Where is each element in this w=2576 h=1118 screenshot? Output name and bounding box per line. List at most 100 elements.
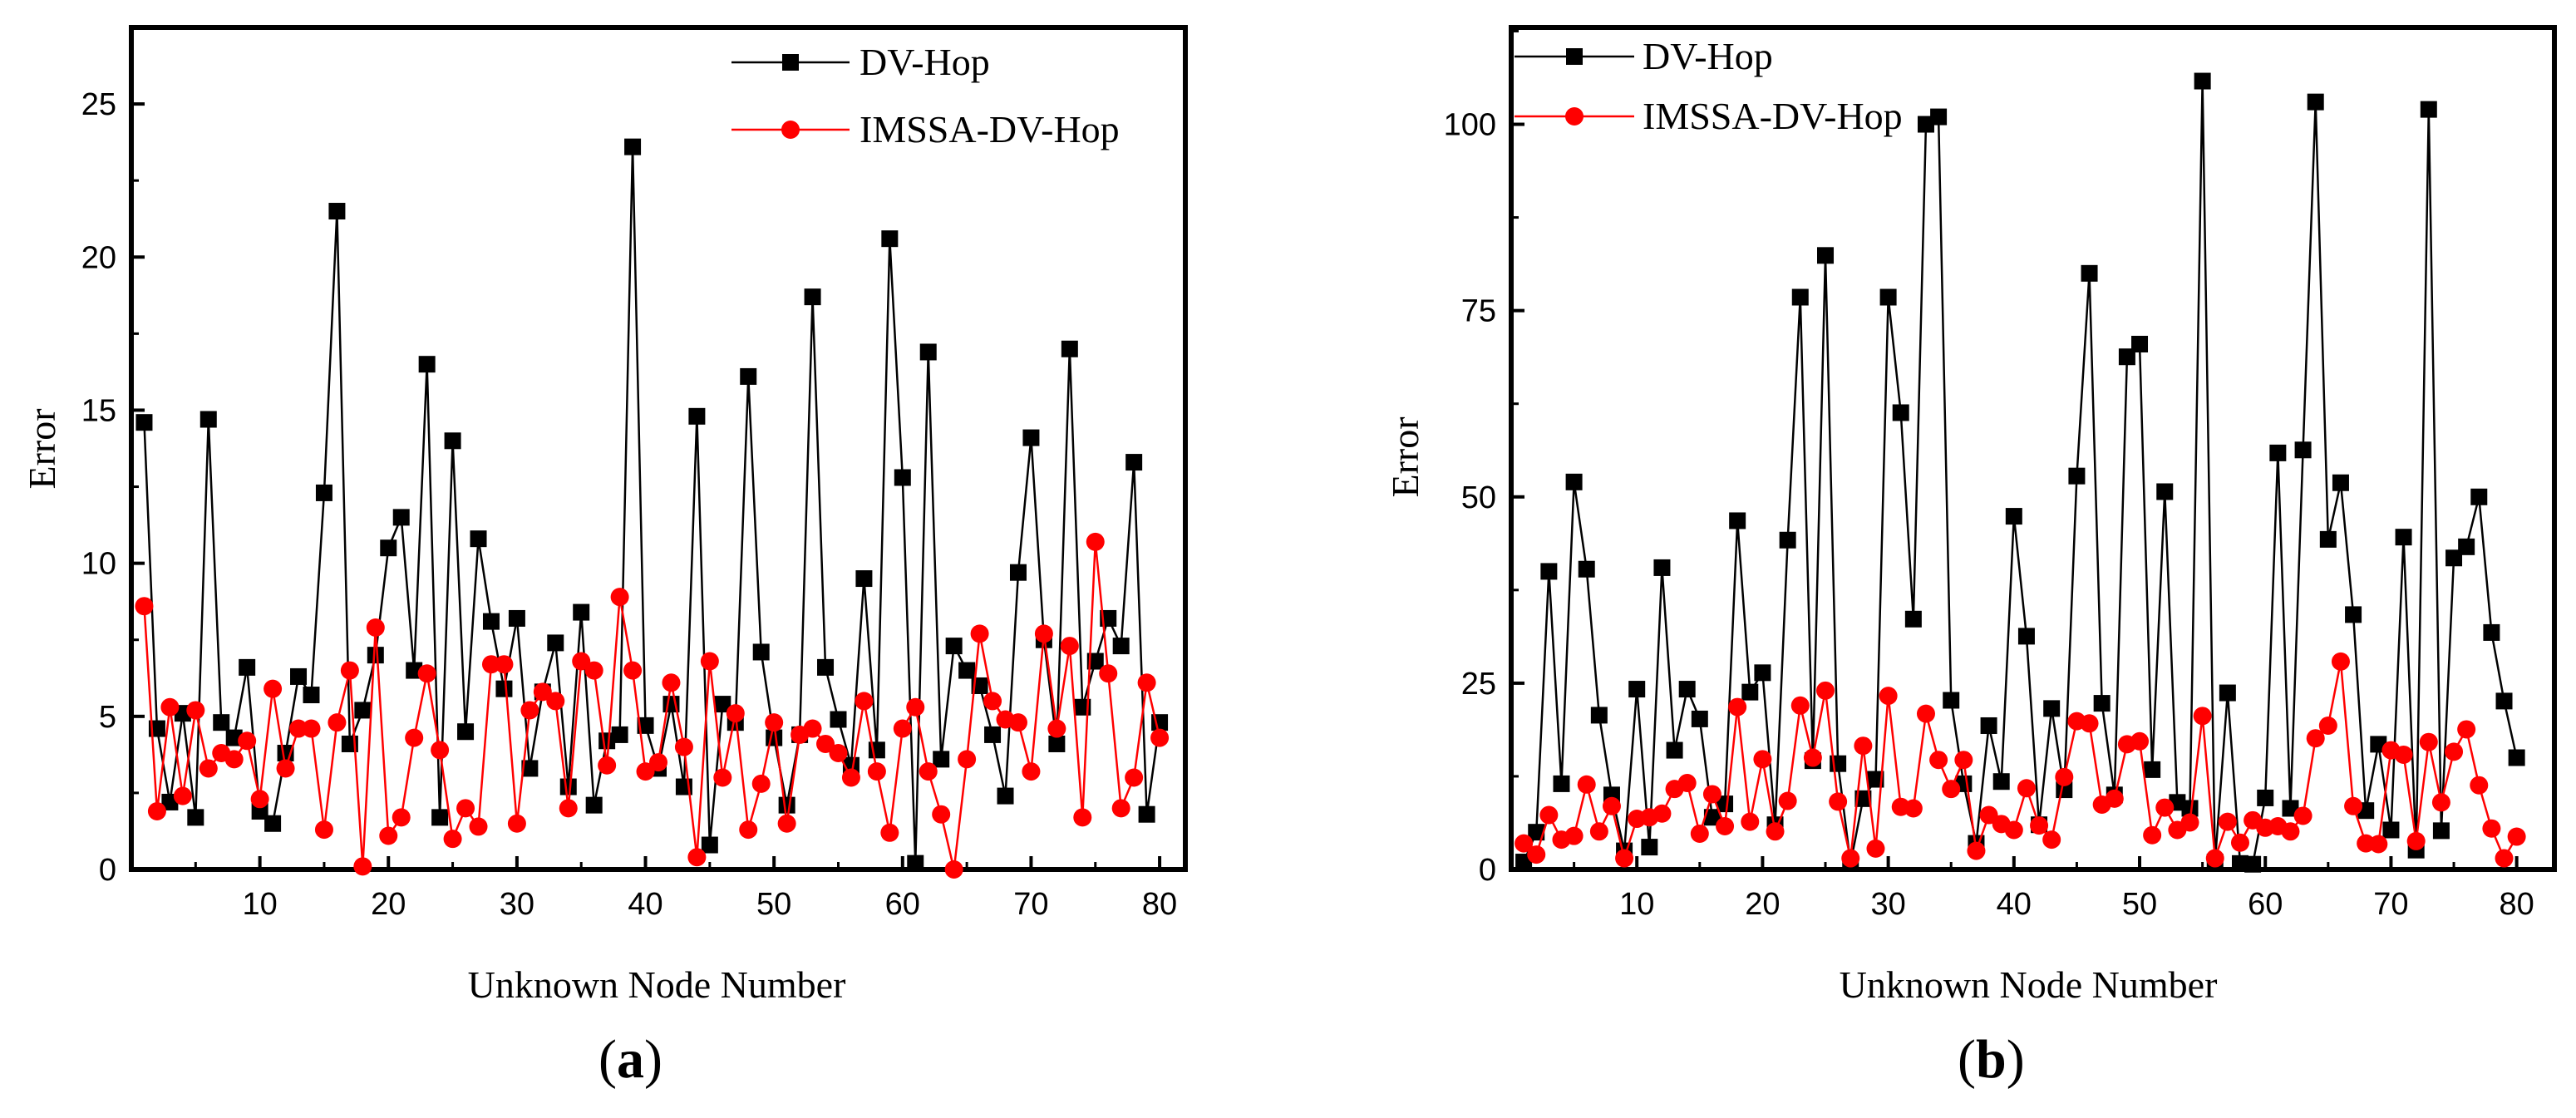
data-point: [1753, 750, 1772, 769]
data-point: [1138, 805, 1155, 823]
data-point: [2030, 816, 2049, 835]
data-point: [624, 138, 642, 155]
data-point: [2495, 849, 2514, 868]
y-tick-label: 15: [81, 393, 116, 428]
data-point: [816, 734, 835, 753]
data-point: [830, 711, 847, 728]
data-point: [778, 796, 795, 814]
data-point: [1867, 771, 1884, 788]
data-point: [1589, 822, 1608, 841]
x-tick-label: 20: [371, 887, 406, 922]
legend-label: DV-Hop: [1643, 35, 1773, 77]
data-point: [340, 661, 359, 680]
data-point: [173, 786, 192, 805]
data-point: [495, 680, 513, 697]
data-point: [135, 414, 153, 431]
data-point: [907, 855, 924, 872]
data-point: [2344, 796, 2363, 815]
data-point: [1590, 707, 1608, 724]
data-point: [958, 750, 977, 769]
data-point: [1553, 775, 1570, 792]
x-tick-label: 70: [1013, 887, 1048, 922]
legend-marker: [1565, 107, 1584, 126]
data-point: [2419, 732, 2438, 751]
data-point: [392, 509, 410, 526]
data-point: [482, 613, 500, 630]
data-point: [893, 719, 912, 738]
data-point: [456, 799, 475, 818]
legend-label: IMSSA-DV-Hop: [859, 108, 1120, 150]
data-point: [894, 469, 911, 486]
data-point: [1565, 473, 1583, 490]
data-point: [508, 609, 525, 627]
data-point: [315, 484, 332, 501]
data-point: [997, 787, 1014, 805]
legend-entry: IMSSA-DV-Hop: [1515, 95, 1903, 137]
data-point: [302, 719, 321, 738]
data-point: [1879, 687, 1898, 706]
data-point: [2394, 745, 2413, 764]
data-point: [1954, 751, 1973, 770]
data-point: [367, 647, 384, 664]
x-tick-label: 80: [1142, 887, 1177, 922]
data-point: [1916, 704, 1935, 723]
data-point: [714, 696, 731, 713]
panel-label: (b): [1958, 1029, 2025, 1090]
data-point: [1728, 697, 1747, 717]
data-point: [1879, 288, 1897, 306]
data-point: [443, 830, 462, 849]
data-point: [1943, 692, 1960, 709]
data-point: [1754, 664, 1771, 682]
data-point: [2470, 776, 2489, 795]
legend-marker: [1566, 48, 1583, 65]
data-point: [1602, 796, 1621, 815]
data-point: [469, 817, 488, 836]
data-point: [1942, 780, 1961, 799]
data-point: [1967, 841, 1986, 860]
data-point: [507, 814, 526, 833]
data-point: [906, 697, 925, 717]
data-point: [572, 652, 591, 671]
data-point: [1112, 638, 1130, 655]
legend-label: DV-Hop: [859, 41, 990, 83]
legend-entry: IMSSA-DV-Hop: [731, 108, 1120, 150]
data-point: [1048, 735, 1066, 752]
data-point: [636, 762, 655, 781]
data-point: [740, 367, 757, 385]
data-point: [751, 774, 771, 793]
data-point: [804, 288, 821, 306]
data-point: [1778, 791, 1797, 810]
data-point: [881, 230, 899, 248]
data-point: [418, 356, 436, 373]
data-point: [2143, 825, 2162, 845]
data-point: [1790, 696, 1810, 715]
data-point: [1022, 762, 1041, 781]
data-point: [354, 702, 372, 719]
data-point: [1652, 804, 1672, 823]
data-point: [1666, 741, 1683, 759]
data-point: [2055, 767, 2074, 786]
data-point: [239, 658, 256, 676]
data-point: [1716, 817, 1735, 836]
data-point: [457, 723, 475, 741]
plot-frame: [129, 25, 1188, 872]
data-point: [1125, 454, 1143, 471]
data-point: [1150, 728, 1170, 747]
data-point: [1539, 805, 1559, 825]
data-point: [2017, 628, 2035, 645]
data-point: [314, 820, 333, 840]
data-point: [766, 729, 783, 746]
data-point: [829, 744, 848, 763]
data-point: [2193, 707, 2212, 726]
data-point: [2432, 822, 2450, 840]
data-point: [1678, 681, 1696, 698]
data-point: [2155, 798, 2175, 817]
data-point: [817, 658, 835, 676]
data-point: [777, 814, 796, 833]
panel-b-chart: 10 20 30 40 50 60 70 80 0 25 50 75 100 Error Unknown N…: [1384, 25, 2557, 1090]
data-point: [958, 662, 976, 679]
data-point: [674, 737, 693, 756]
data-point: [495, 655, 514, 674]
data-point: [983, 692, 1002, 711]
data-point: [1854, 736, 1873, 756]
